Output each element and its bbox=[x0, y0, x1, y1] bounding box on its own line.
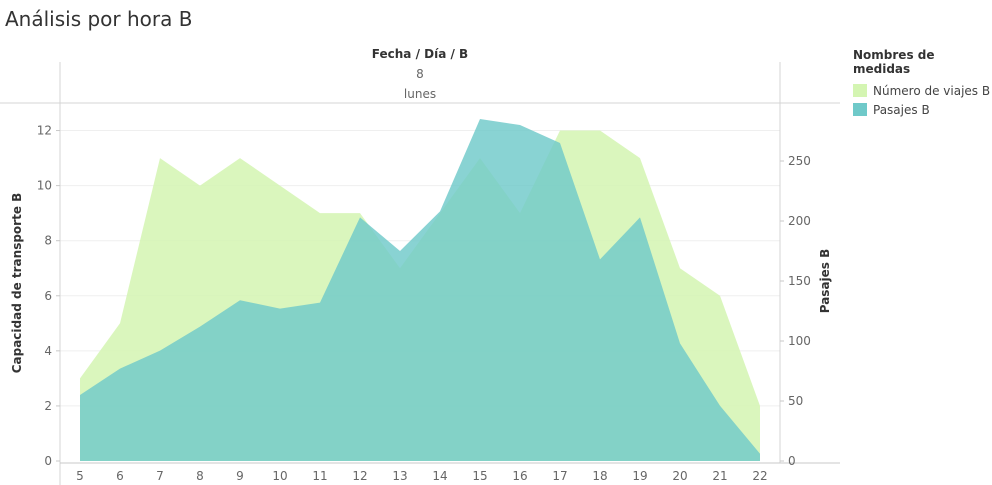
y-tick-left-6: 6 bbox=[44, 289, 52, 303]
x-tick-10: 10 bbox=[272, 469, 287, 483]
x-tick-19: 19 bbox=[632, 469, 647, 483]
legend-swatch-viajes bbox=[853, 84, 867, 97]
y-axis-label-right: Pasajes B bbox=[818, 249, 832, 314]
legend-swatch-pasajes bbox=[853, 103, 867, 116]
x-tick-13: 13 bbox=[392, 469, 407, 483]
right-axis-ticks: 0 50 100 150 200 250 bbox=[780, 154, 811, 468]
x-tick-21: 21 bbox=[712, 469, 727, 483]
x-tick-11: 11 bbox=[312, 469, 327, 483]
y-tick-right-200: 200 bbox=[788, 214, 811, 228]
series-areas bbox=[80, 119, 760, 462]
header-weekday: lunes bbox=[404, 87, 436, 101]
legend-label-pasajes: Pasajes B bbox=[873, 102, 930, 117]
legend-item-viajes[interactable]: Número de viajes B bbox=[853, 81, 992, 100]
left-axis-ticks: 0 2 4 6 8 10 12 bbox=[37, 124, 60, 468]
x-tick-16: 16 bbox=[512, 469, 527, 483]
legend: Nombres de medidas Número de viajes B Pa… bbox=[853, 48, 992, 119]
x-tick-7: 7 bbox=[156, 469, 164, 483]
x-tick-12: 12 bbox=[352, 469, 367, 483]
x-tick-18: 18 bbox=[592, 469, 607, 483]
y-tick-left-0: 0 bbox=[44, 454, 52, 468]
y-tick-right-250: 250 bbox=[788, 154, 811, 168]
y-tick-left-8: 8 bbox=[44, 234, 52, 248]
y-tick-right-100: 100 bbox=[788, 334, 811, 348]
x-tick-8: 8 bbox=[196, 469, 204, 483]
y-tick-left-12: 12 bbox=[37, 124, 52, 138]
x-tick-5: 5 bbox=[76, 469, 84, 483]
x-axis-ticks: 5 6 7 8 9 10 11 12 13 14 15 16 17 18 19 20 21 22 bbox=[76, 469, 767, 483]
y-tick-right-0: 0 bbox=[788, 454, 796, 468]
y-tick-right-50: 50 bbox=[788, 394, 803, 408]
header-date: 8 bbox=[416, 67, 424, 81]
legend-label-viajes: Número de viajes B bbox=[873, 83, 991, 98]
x-tick-15: 15 bbox=[472, 469, 487, 483]
y-tick-left-4: 4 bbox=[44, 344, 52, 358]
x-tick-6: 6 bbox=[116, 469, 124, 483]
x-tick-9: 9 bbox=[236, 469, 244, 483]
y-tick-left-10: 10 bbox=[37, 179, 52, 193]
x-tick-14: 14 bbox=[432, 469, 447, 483]
x-tick-17: 17 bbox=[552, 469, 567, 483]
y-axis-label-left: Capacidad de transporte B bbox=[10, 193, 24, 374]
area-series-pasajes[interactable] bbox=[80, 119, 760, 461]
legend-title: Nombres de medidas bbox=[853, 48, 935, 76]
page-title: Análisis por hora B bbox=[5, 7, 193, 31]
header-title: Fecha / Día / B bbox=[372, 47, 468, 61]
y-tick-right-150: 150 bbox=[788, 274, 811, 288]
x-tick-22: 22 bbox=[752, 469, 767, 483]
y-tick-left-2: 2 bbox=[44, 399, 52, 413]
legend-item-pasajes[interactable]: Pasajes B bbox=[853, 100, 992, 119]
x-tick-20: 20 bbox=[672, 469, 687, 483]
